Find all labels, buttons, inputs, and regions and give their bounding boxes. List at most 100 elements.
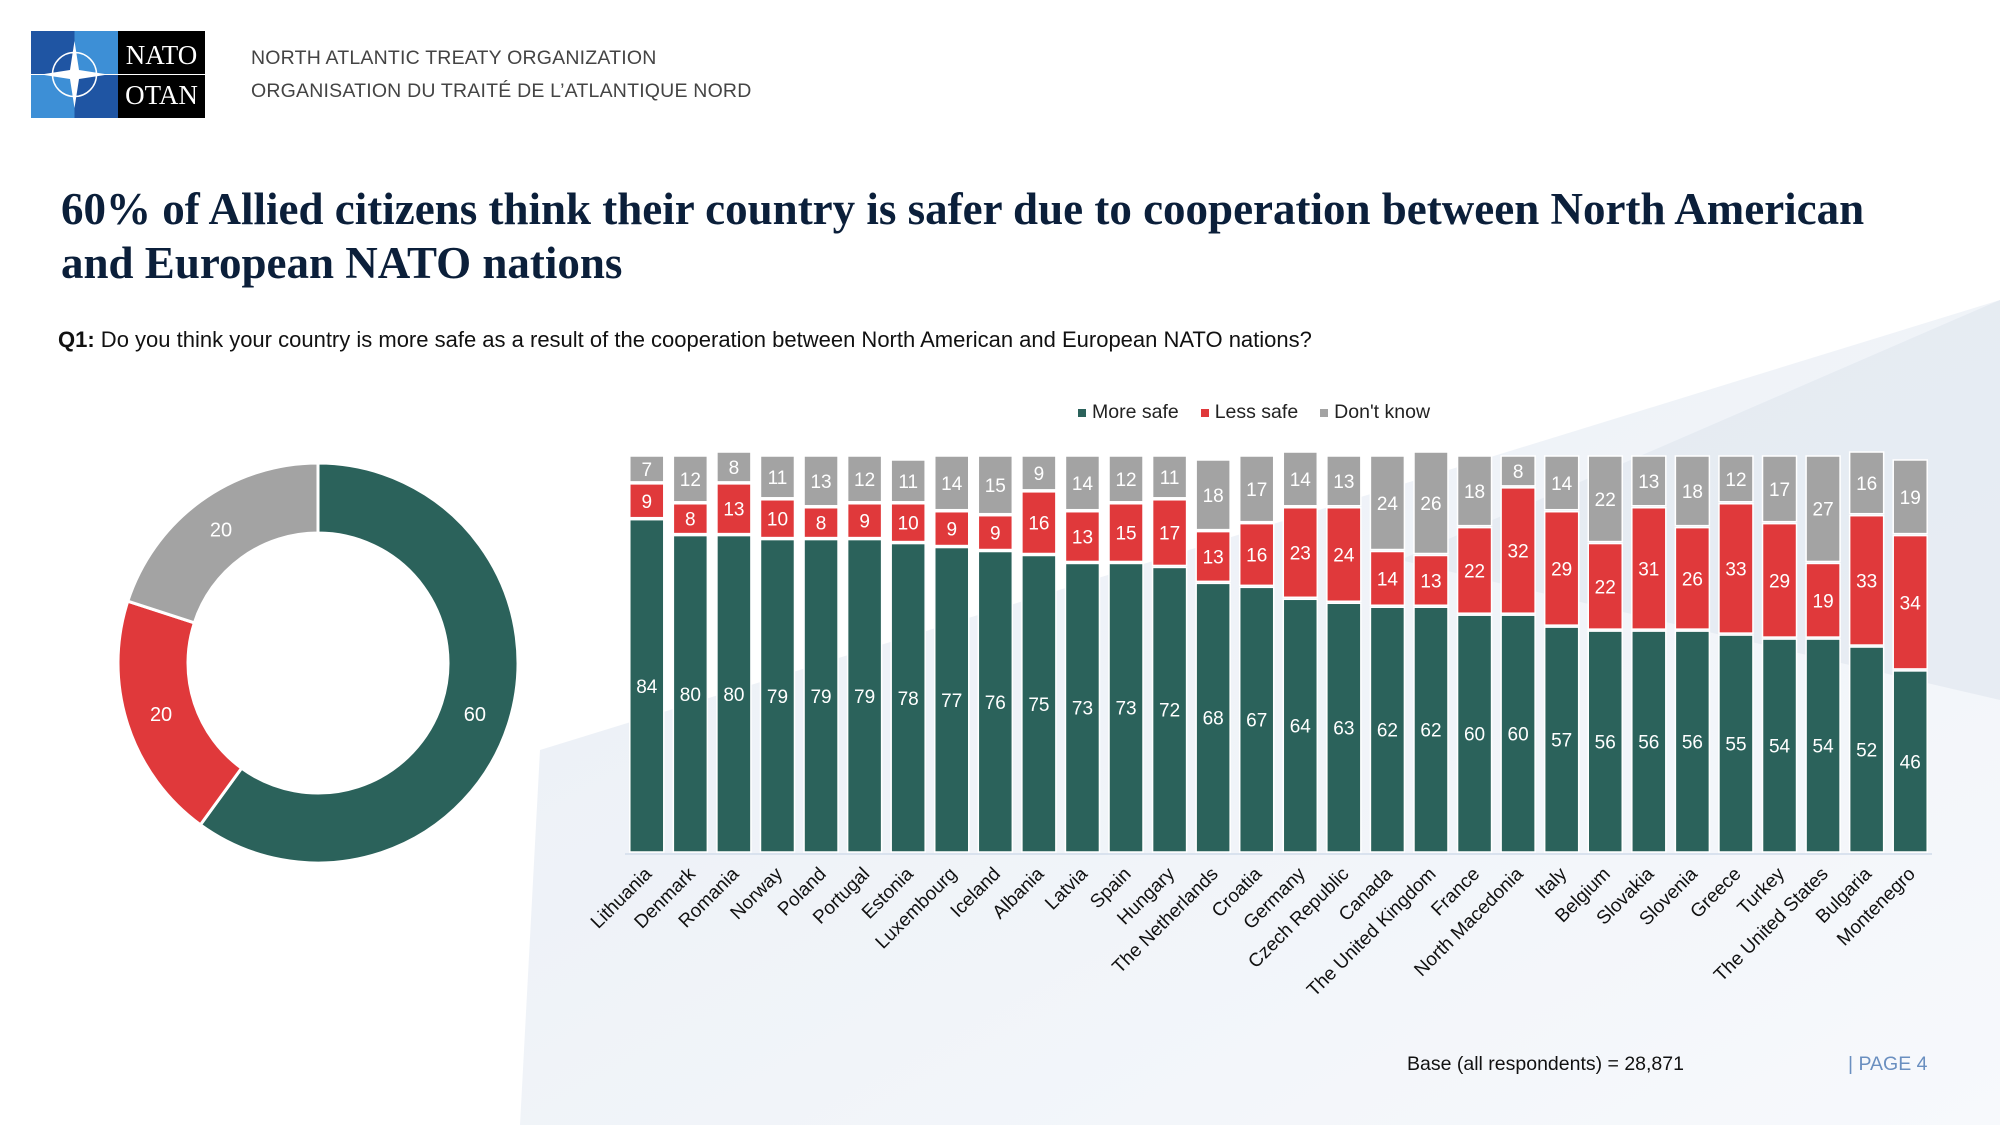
bar-value-label: 10 bbox=[898, 514, 919, 535]
bar-segment-more-safe bbox=[1195, 582, 1231, 853]
bar-segment-less-safe bbox=[846, 503, 883, 539]
bar-segment-don-t-know bbox=[1761, 455, 1798, 523]
org-name-en: NORTH ATLANTIC TREATY ORGANIZATION bbox=[251, 47, 657, 69]
bar-group-bulgaria: 52 33 16 bbox=[1848, 451, 1885, 853]
bar-segment-more-safe bbox=[803, 538, 839, 853]
bar-segment-more-safe bbox=[1543, 626, 1580, 853]
bar-segment-more-safe bbox=[1151, 566, 1188, 853]
bar-value-label: 8 bbox=[1513, 462, 1524, 483]
bar-segment-don-t-know bbox=[1238, 455, 1275, 523]
bar-segment-less-safe bbox=[716, 483, 752, 535]
bar-value-label: 12 bbox=[1115, 470, 1136, 491]
bar-segment-don-t-know bbox=[977, 455, 1014, 515]
bar-group-portugal: 79 9 12 bbox=[846, 455, 883, 853]
bar-value-label: 57 bbox=[1551, 731, 1572, 752]
bar-segment-more-safe bbox=[1282, 598, 1319, 853]
bar-segment-more-safe bbox=[1238, 586, 1275, 853]
legend-item-more-safe: More safe bbox=[1078, 401, 1179, 424]
bar-value-label: 19 bbox=[1900, 488, 1921, 509]
bar-segment-don-t-know bbox=[1456, 455, 1493, 527]
bar-value-label: 14 bbox=[941, 474, 963, 495]
question-prefix: Q1: bbox=[58, 327, 95, 352]
legend-item-dont-know: Don't know bbox=[1320, 401, 1430, 424]
bar-segment-less-safe bbox=[1761, 522, 1798, 638]
question-body: Do you think your country is more safe a… bbox=[94, 327, 1312, 352]
bar-segment-more-safe bbox=[1674, 630, 1711, 853]
bar-value-label: 29 bbox=[1769, 571, 1790, 592]
bar-value-label: 13 bbox=[1072, 528, 1093, 549]
logo-text-nato: NATO bbox=[125, 39, 198, 70]
bar-value-label: 33 bbox=[1856, 571, 1877, 592]
bar-value-label: 16 bbox=[1246, 546, 1267, 567]
bar-value-label: 9 bbox=[641, 492, 652, 513]
bar-segment-more-safe bbox=[1631, 630, 1667, 853]
bar-segment-don-t-know bbox=[1195, 459, 1231, 531]
bar-value-label: 16 bbox=[1856, 474, 1877, 495]
page-title: 60% of Allied citizens think their count… bbox=[61, 184, 1865, 288]
donut-chart: 60 20 20 bbox=[116, 461, 520, 865]
bar-value-label: 8 bbox=[729, 458, 740, 479]
bar-segment-more-safe bbox=[1064, 562, 1101, 853]
bar-segment-don-t-know bbox=[1587, 455, 1623, 543]
bar-group-germany: 64 23 14 bbox=[1282, 451, 1319, 853]
bar-group-lithuania: 84 9 7 bbox=[629, 455, 665, 853]
bar-value-label: 46 bbox=[1900, 752, 1921, 773]
bar-segment-less-safe bbox=[1674, 526, 1711, 630]
bar-value-label: 13 bbox=[1638, 472, 1659, 493]
bar-value-label: 67 bbox=[1246, 711, 1267, 732]
bar-segment-more-safe bbox=[716, 534, 752, 853]
bar-group-slovakia: 56 31 13 bbox=[1631, 455, 1667, 853]
bar-group-slovenia: 56 26 18 bbox=[1674, 455, 1711, 853]
bar-segment-more-safe bbox=[1587, 630, 1623, 853]
bar-group-latvia: 73 13 14 bbox=[1064, 455, 1101, 853]
bar-segment-don-t-know bbox=[934, 455, 970, 511]
question-text: Q1: Do you think your country is more sa… bbox=[58, 327, 1312, 353]
bar-value-label: 9 bbox=[1034, 464, 1045, 485]
donut-slice-more-safe bbox=[198, 461, 520, 865]
bar-segment-more-safe bbox=[1413, 606, 1449, 853]
bar-segment-more-safe bbox=[1500, 614, 1536, 853]
bar-segment-don-t-know bbox=[1674, 455, 1711, 527]
legend-swatch bbox=[1320, 408, 1329, 417]
bar-value-label: 22 bbox=[1595, 577, 1616, 598]
bar-value-label: 75 bbox=[1028, 695, 1049, 716]
bar-group-the-netherlands: 68 13 18 bbox=[1195, 459, 1231, 853]
bar-segment-more-safe bbox=[1848, 646, 1885, 853]
bar-segment-more-safe bbox=[1761, 638, 1798, 853]
bar-value-label: 22 bbox=[1464, 561, 1485, 582]
bar-group-spain: 73 15 12 bbox=[1108, 455, 1144, 853]
bar-value-label: 63 bbox=[1333, 719, 1354, 740]
bar-value-label: 15 bbox=[985, 476, 1006, 497]
bar-segment-don-t-know bbox=[1805, 455, 1841, 563]
bar-group-albania: 75 16 9 bbox=[1021, 455, 1057, 853]
bar-segment-don-t-know bbox=[1718, 455, 1754, 503]
bar-group-the-united-states: 54 19 27 bbox=[1805, 455, 1841, 853]
bar-group-greece: 55 33 12 bbox=[1718, 455, 1754, 853]
bar-value-label: 22 bbox=[1595, 490, 1616, 511]
bar-value-label: 62 bbox=[1377, 721, 1398, 742]
bar-group-poland: 79 8 13 bbox=[803, 455, 839, 853]
bar-segment-don-t-know bbox=[629, 455, 665, 483]
bar-segment-don-t-know bbox=[1326, 455, 1362, 507]
bar-group-czech-republic: 63 24 13 bbox=[1326, 455, 1362, 853]
bar-value-label: 32 bbox=[1508, 542, 1529, 563]
bar-group-iceland: 76 9 15 bbox=[977, 455, 1014, 853]
bar-value-label: 11 bbox=[768, 468, 788, 489]
bar-segment-more-safe bbox=[1021, 554, 1057, 853]
bar-group-norway: 79 10 11 bbox=[759, 455, 796, 853]
bar-value-label: 12 bbox=[680, 470, 701, 491]
bar-segment-less-safe bbox=[672, 503, 709, 535]
bar-value-label: 76 bbox=[985, 693, 1006, 714]
bar-value-label: 80 bbox=[723, 685, 744, 706]
bar-value-label: 54 bbox=[1769, 737, 1791, 758]
bar-segment-don-t-know bbox=[672, 455, 709, 503]
bar-segment-don-t-know bbox=[1848, 451, 1885, 515]
bar-value-label: 13 bbox=[1420, 571, 1441, 592]
bar-value-label: 33 bbox=[1725, 559, 1746, 580]
bar-segment-more-safe bbox=[1326, 602, 1362, 853]
legend-swatch bbox=[1078, 408, 1086, 417]
bar-value-label: 68 bbox=[1203, 709, 1224, 730]
bar-segment-more-safe bbox=[1108, 562, 1144, 853]
bar-segment-don-t-know bbox=[1064, 455, 1101, 511]
bar-segment-don-t-know bbox=[1369, 455, 1406, 551]
